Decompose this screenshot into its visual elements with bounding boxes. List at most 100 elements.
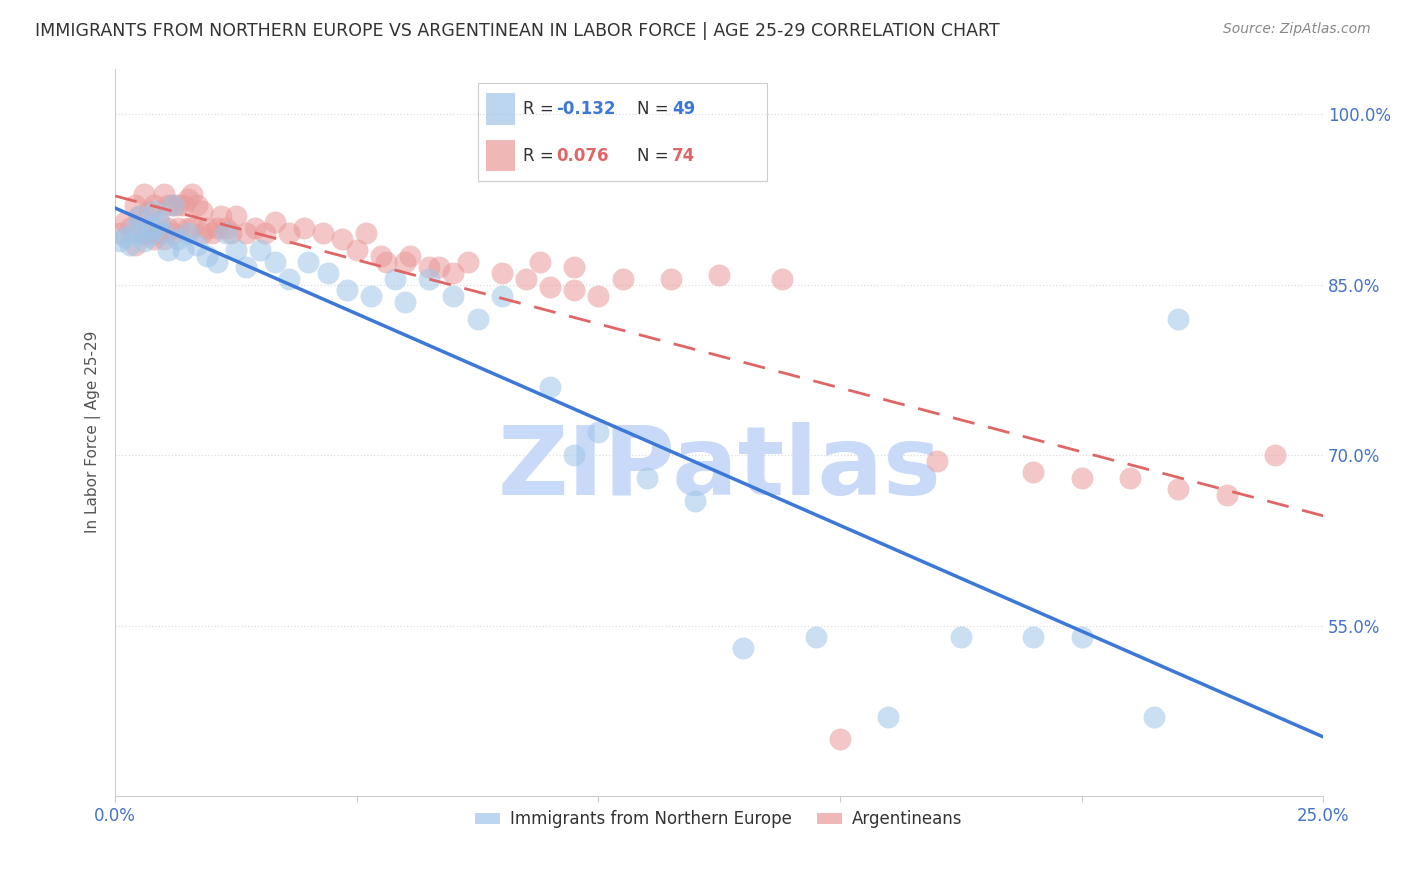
- Point: [346, 244, 368, 258]
- Point: [1143, 709, 1166, 723]
- Point: [457, 254, 479, 268]
- Point: [195, 249, 218, 263]
- Point: [1167, 311, 1189, 326]
- Point: [134, 227, 156, 241]
- Point: [529, 254, 551, 268]
- Point: [263, 254, 285, 268]
- Point: [491, 289, 513, 303]
- Point: [360, 289, 382, 303]
- Point: [612, 272, 634, 286]
- Point: [124, 198, 146, 212]
- Point: [278, 227, 301, 241]
- Point: [538, 280, 561, 294]
- Point: [1022, 465, 1045, 479]
- Legend: Immigrants from Northern Europe, Argentineans: Immigrants from Northern Europe, Argenti…: [468, 804, 970, 835]
- Point: [186, 237, 208, 252]
- Point: [1119, 471, 1142, 485]
- Point: [108, 227, 131, 241]
- Point: [162, 198, 184, 212]
- Point: [211, 209, 233, 223]
- Point: [118, 220, 141, 235]
- Point: [356, 227, 378, 241]
- Point: [191, 203, 214, 218]
- Point: [394, 294, 416, 309]
- Point: [562, 448, 585, 462]
- Point: [1215, 488, 1237, 502]
- Point: [925, 454, 948, 468]
- Point: [374, 254, 396, 268]
- Point: [114, 229, 136, 244]
- Point: [124, 220, 146, 235]
- Point: [253, 227, 276, 241]
- Point: [441, 266, 464, 280]
- Point: [659, 272, 682, 286]
- Point: [176, 227, 198, 241]
- Point: [683, 493, 706, 508]
- Point: [225, 244, 247, 258]
- Point: [394, 254, 416, 268]
- Point: [399, 249, 422, 263]
- Point: [215, 220, 238, 235]
- Point: [467, 311, 489, 326]
- Point: [235, 227, 257, 241]
- Point: [142, 198, 165, 212]
- Point: [134, 235, 156, 249]
- Point: [157, 244, 180, 258]
- Point: [330, 232, 353, 246]
- Text: IMMIGRANTS FROM NORTHERN EUROPE VS ARGENTINEAN IN LABOR FORCE | AGE 25-29 CORREL: IMMIGRANTS FROM NORTHERN EUROPE VS ARGEN…: [35, 22, 1000, 40]
- Point: [418, 272, 440, 286]
- Point: [1264, 448, 1286, 462]
- Point: [152, 227, 174, 241]
- Point: [804, 630, 827, 644]
- Point: [205, 254, 228, 268]
- Point: [138, 228, 160, 243]
- Point: [162, 198, 184, 212]
- Point: [418, 260, 440, 275]
- Point: [108, 235, 131, 249]
- Point: [138, 203, 160, 218]
- Point: [370, 249, 392, 263]
- Point: [157, 198, 180, 212]
- Point: [235, 260, 257, 275]
- Point: [128, 209, 150, 223]
- Point: [118, 237, 141, 252]
- Point: [491, 266, 513, 280]
- Point: [167, 232, 190, 246]
- Point: [128, 209, 150, 223]
- Point: [1022, 630, 1045, 644]
- Point: [172, 244, 194, 258]
- Point: [828, 732, 851, 747]
- Point: [225, 209, 247, 223]
- Point: [142, 220, 165, 235]
- Point: [152, 186, 174, 201]
- Point: [263, 215, 285, 229]
- Point: [138, 227, 160, 241]
- Point: [181, 186, 204, 201]
- Point: [142, 232, 165, 246]
- Point: [949, 630, 972, 644]
- Point: [148, 215, 170, 229]
- Text: Source: ZipAtlas.com: Source: ZipAtlas.com: [1223, 22, 1371, 37]
- Point: [384, 272, 406, 286]
- Point: [1070, 471, 1092, 485]
- Point: [770, 272, 793, 286]
- Point: [588, 289, 610, 303]
- Point: [191, 227, 214, 241]
- Point: [195, 220, 218, 235]
- Point: [176, 192, 198, 206]
- Point: [162, 227, 184, 241]
- Point: [114, 215, 136, 229]
- Y-axis label: In Labor Force | Age 25-29: In Labor Force | Age 25-29: [86, 331, 101, 533]
- Point: [128, 227, 150, 241]
- Point: [515, 272, 537, 286]
- Point: [562, 283, 585, 297]
- Point: [215, 227, 238, 241]
- Point: [148, 215, 170, 229]
- Point: [316, 266, 339, 280]
- Point: [142, 203, 165, 218]
- Point: [148, 227, 170, 241]
- Point: [707, 268, 730, 283]
- Point: [124, 237, 146, 252]
- Point: [134, 186, 156, 201]
- Point: [1167, 482, 1189, 496]
